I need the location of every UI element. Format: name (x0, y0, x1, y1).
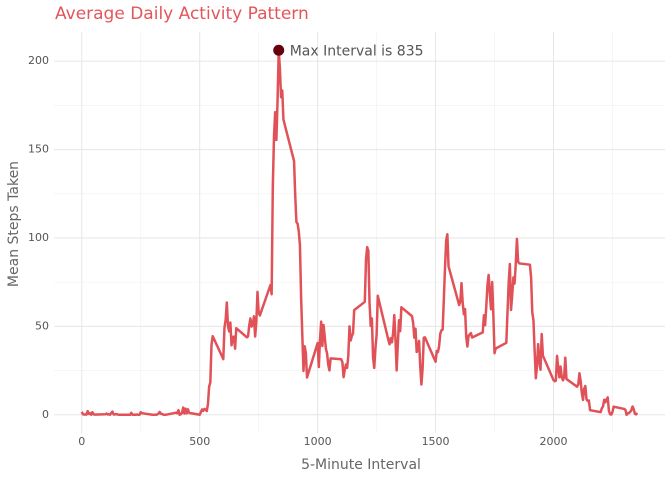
x-axis-title: 5-Minute Interval (301, 457, 421, 473)
annotation: Max Interval is 835 (290, 43, 424, 59)
x-tick-label: 1000 (304, 435, 332, 448)
y-tick-label: 0 (42, 408, 49, 421)
y-axis-title: Mean Steps Taken (6, 161, 22, 287)
x-tick-label: 500 (189, 435, 210, 448)
y-tick-label: 50 (35, 319, 49, 332)
y-tick-label: 200 (28, 54, 49, 67)
chart-title: Average Daily Activity Pattern (55, 4, 309, 24)
x-tick-label: 1500 (422, 435, 450, 448)
max-point (273, 44, 285, 56)
x-tick-label: 0 (78, 435, 85, 448)
data-line (80, 49, 639, 417)
y-tick-label: 100 (28, 231, 49, 244)
y-tick-label: 150 (28, 143, 49, 156)
x-tick-label: 2000 (539, 435, 567, 448)
